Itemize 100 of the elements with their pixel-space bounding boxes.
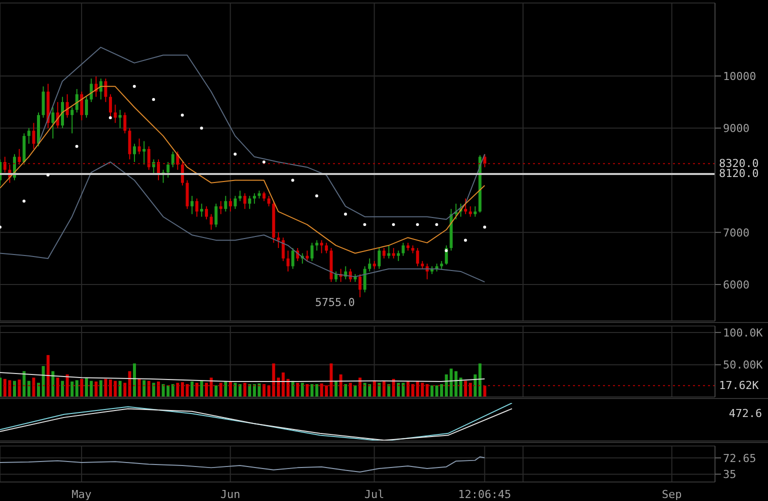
candlestick bbox=[60, 96, 64, 129]
bar bbox=[118, 380, 122, 397]
bar bbox=[90, 380, 93, 397]
line-series bbox=[0, 162, 486, 282]
point bbox=[416, 223, 419, 226]
candlestick bbox=[219, 200, 222, 215]
candlestick bbox=[483, 154, 486, 168]
candlestick bbox=[70, 106, 74, 134]
candlestick bbox=[18, 148, 21, 166]
bar bbox=[18, 380, 21, 397]
candlestick bbox=[27, 128, 30, 144]
bar bbox=[27, 380, 30, 397]
bar bbox=[478, 363, 482, 397]
candlestick bbox=[99, 78, 102, 100]
candlestick bbox=[238, 190, 242, 202]
x-tick-label: Sep bbox=[662, 488, 682, 501]
candlestick bbox=[138, 138, 141, 155]
x-tick-label: 12:06:45 bbox=[458, 488, 512, 501]
bar bbox=[334, 380, 338, 397]
x-tick-label: Jul bbox=[364, 488, 384, 501]
bar bbox=[354, 385, 357, 397]
line-series bbox=[0, 372, 486, 382]
candlestick bbox=[186, 180, 189, 210]
bar bbox=[464, 380, 468, 397]
bar bbox=[108, 380, 112, 397]
bar bbox=[114, 380, 117, 397]
bar bbox=[36, 382, 40, 397]
bar bbox=[224, 382, 228, 397]
candlestick bbox=[363, 266, 366, 293]
point bbox=[262, 160, 266, 164]
point bbox=[291, 178, 294, 182]
candlestick bbox=[234, 195, 237, 210]
candlestick bbox=[378, 248, 381, 270]
candlestick bbox=[51, 106, 54, 140]
point bbox=[46, 174, 50, 177]
bar bbox=[454, 371, 458, 397]
candlestick bbox=[224, 195, 228, 212]
candlestick bbox=[358, 274, 362, 298]
bar bbox=[195, 382, 198, 397]
bar bbox=[234, 382, 237, 397]
bar bbox=[406, 382, 410, 397]
line-series bbox=[0, 456, 486, 473]
bar bbox=[94, 382, 98, 397]
bar bbox=[142, 380, 146, 397]
bar bbox=[56, 378, 60, 397]
bar bbox=[66, 374, 69, 397]
bar bbox=[84, 378, 88, 397]
candlestick bbox=[32, 122, 36, 150]
candlestick bbox=[320, 240, 324, 254]
candlestick bbox=[324, 242, 328, 254]
candlestick bbox=[84, 96, 88, 118]
bar bbox=[190, 382, 194, 397]
candlestick bbox=[195, 198, 198, 218]
candlestick bbox=[248, 195, 252, 210]
candlestick bbox=[276, 232, 280, 249]
bar bbox=[238, 384, 242, 397]
bar bbox=[99, 380, 102, 397]
candlestick bbox=[123, 112, 126, 134]
candlestick bbox=[118, 109, 122, 129]
line-series bbox=[38, 46, 486, 220]
point bbox=[180, 114, 184, 117]
bar bbox=[348, 382, 352, 397]
candlestick bbox=[200, 203, 204, 218]
y-tick-label: 35 bbox=[723, 468, 736, 482]
bar bbox=[214, 385, 218, 397]
bar bbox=[474, 374, 477, 397]
candlestick bbox=[214, 203, 218, 228]
candlestick bbox=[382, 248, 386, 259]
candlestick bbox=[387, 244, 390, 259]
bar bbox=[339, 374, 342, 397]
y-tick-label: 100.0K bbox=[723, 326, 764, 340]
candlestick bbox=[80, 91, 84, 121]
bar bbox=[171, 384, 174, 397]
bar bbox=[132, 363, 136, 397]
bar bbox=[228, 382, 232, 397]
bar bbox=[22, 371, 26, 397]
candlestick bbox=[108, 94, 112, 118]
point bbox=[200, 126, 204, 130]
bar bbox=[483, 386, 486, 397]
bar bbox=[310, 384, 314, 397]
candlestick bbox=[142, 140, 146, 166]
point bbox=[483, 226, 486, 229]
candlestick bbox=[210, 214, 213, 230]
candlestick bbox=[282, 237, 285, 262]
candlestick bbox=[310, 242, 314, 262]
candlestick bbox=[104, 78, 108, 103]
candlestick bbox=[464, 198, 468, 215]
bar bbox=[0, 378, 2, 397]
bar bbox=[200, 380, 204, 397]
bar bbox=[262, 384, 266, 397]
y-tick-label: 10000 bbox=[723, 70, 756, 83]
ref-line-label: 17.62K bbox=[719, 378, 759, 392]
candlestick bbox=[416, 248, 420, 267]
candlestick bbox=[262, 191, 266, 202]
bar bbox=[147, 380, 150, 397]
candlestick bbox=[75, 88, 78, 113]
bar bbox=[306, 384, 309, 397]
bar bbox=[46, 355, 50, 397]
candlestick bbox=[3, 156, 6, 173]
x-tick-label: Jun bbox=[220, 488, 240, 501]
